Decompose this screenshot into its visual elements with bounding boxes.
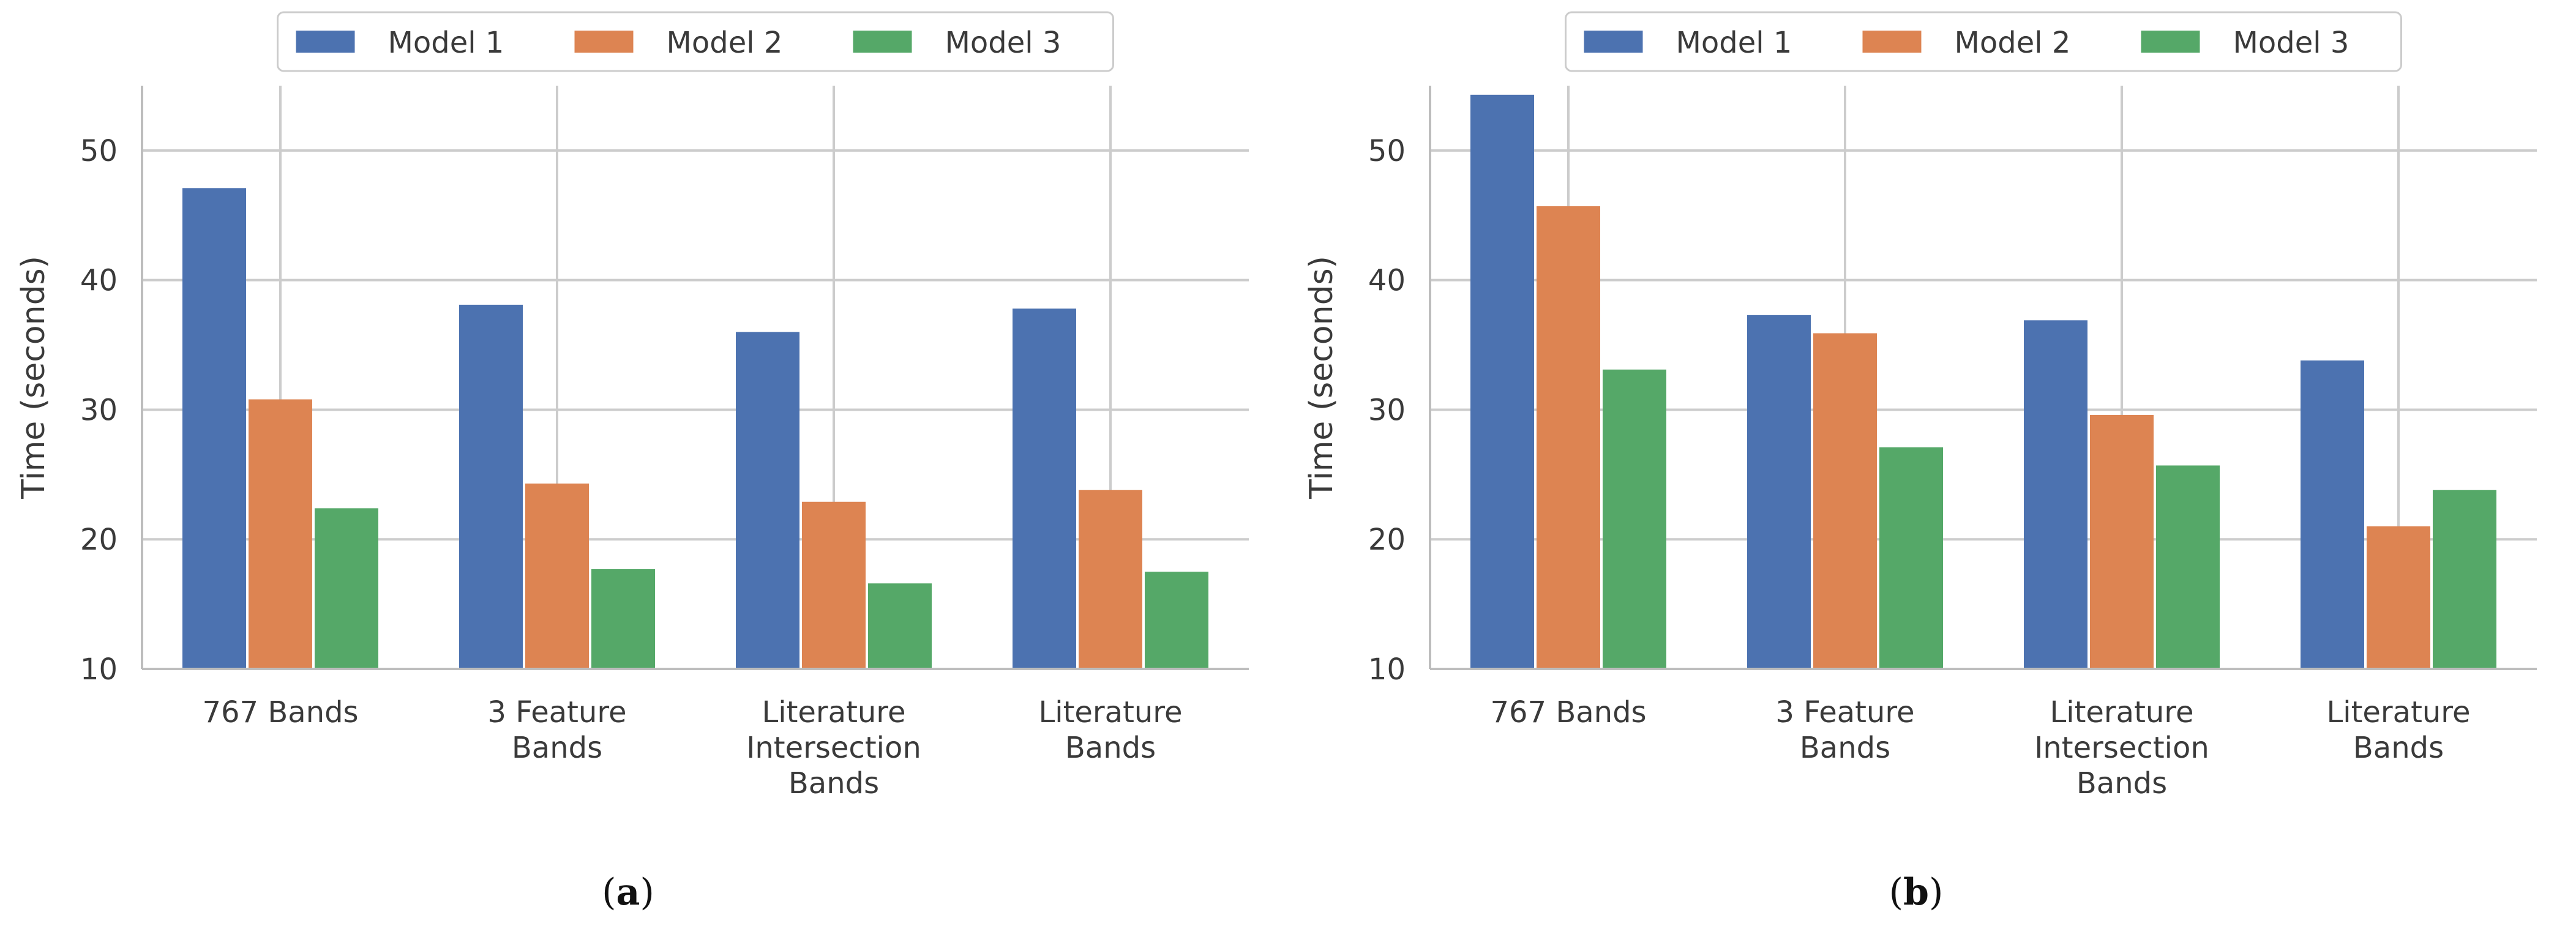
y-tick-label: 40 — [80, 264, 118, 298]
legend-swatch — [853, 31, 912, 53]
bar — [868, 583, 932, 669]
x-tick-label: Literature — [2050, 695, 2193, 730]
bar — [315, 508, 378, 669]
legend-label: Model 3 — [945, 26, 1061, 60]
legend-swatch — [1584, 31, 1643, 53]
x-tick-label: Bands — [512, 731, 602, 765]
bars — [182, 188, 1208, 670]
caption-close-paren: ) — [1929, 871, 1943, 914]
x-tick-label: Literature — [762, 695, 905, 730]
caption-letter: b — [1903, 871, 1929, 914]
bar — [2301, 360, 2364, 669]
y-tick-label: 30 — [80, 393, 118, 427]
x-tick-label: 3 Feature — [487, 695, 626, 730]
x-tick-label: 767 Bands — [202, 695, 358, 730]
x-tick-label: 3 Feature — [1775, 695, 1914, 730]
bar — [1879, 447, 1943, 669]
y-tick-label: 30 — [1368, 393, 1406, 427]
legend-swatch — [1862, 31, 1922, 53]
x-tick-label: Bands — [1065, 731, 1156, 765]
figure-caption: (b) — [1889, 871, 1944, 914]
bar — [1013, 308, 1076, 669]
legend: Model 1 Model 2 Model 3 — [1565, 11, 2402, 72]
x-tick-label: Bands — [2076, 766, 2167, 801]
bar — [249, 399, 312, 669]
y-tick-label: 10 — [80, 652, 118, 687]
bar — [591, 569, 655, 669]
legend-swatch — [296, 31, 355, 53]
bar — [1145, 572, 1208, 669]
legend-label: Model 2 — [1955, 26, 2071, 60]
x-tick-label: Bands — [1800, 731, 1890, 765]
legend-frame — [277, 11, 1114, 72]
bar — [2024, 320, 2087, 669]
x-tick-label: Intersection — [2034, 731, 2209, 765]
legend-frame — [1565, 11, 2402, 72]
legend-swatch — [574, 31, 634, 53]
bar — [2156, 465, 2220, 669]
caption-close-paren: ) — [640, 871, 654, 914]
caption-open-paren: ( — [1889, 871, 1903, 914]
bar — [2433, 490, 2496, 669]
x-tick-label: Literature — [2326, 695, 2470, 730]
bar — [1603, 369, 1666, 669]
y-tick-label: 20 — [80, 523, 118, 557]
x-tick-label: Intersection — [746, 731, 921, 765]
y-axis-label: Time (seconds) — [1303, 256, 1340, 499]
bar — [802, 501, 866, 669]
y-tick-label: 10 — [1368, 652, 1406, 687]
bar — [182, 188, 246, 669]
legend: Model 1 Model 2 Model 3 — [277, 11, 1114, 72]
bar — [736, 332, 799, 669]
bar — [1747, 315, 1811, 669]
x-tick-label: Bands — [788, 766, 879, 801]
bar — [459, 304, 523, 670]
bar — [1813, 333, 1877, 669]
y-tick-label: 50 — [80, 134, 118, 168]
caption-letter: a — [616, 871, 640, 914]
x-tick-label: 767 Bands — [1490, 695, 1646, 730]
y-tick-label: 20 — [1368, 523, 1406, 557]
legend-swatch — [2141, 31, 2200, 53]
figure-caption: (a) — [602, 871, 654, 914]
bar — [1470, 94, 1534, 669]
x-tick-label: Literature — [1038, 695, 1182, 730]
bars — [1470, 94, 2496, 669]
y-tick-label: 40 — [1368, 264, 1406, 298]
legend-label: Model 3 — [2233, 26, 2349, 60]
bar — [525, 484, 589, 669]
x-tick-label: Bands — [2353, 731, 2444, 765]
bar — [2367, 526, 2430, 669]
legend-label: Model 2 — [667, 26, 783, 60]
bar — [1079, 490, 1142, 669]
bar — [1537, 206, 1600, 669]
legend-label: Model 1 — [1676, 26, 1792, 60]
bar — [2090, 414, 2154, 669]
y-tick-label: 50 — [1368, 134, 1406, 168]
y-axis-label: Time (seconds) — [15, 256, 52, 499]
legend-label: Model 1 — [388, 26, 504, 60]
caption-open-paren: ( — [602, 871, 616, 914]
